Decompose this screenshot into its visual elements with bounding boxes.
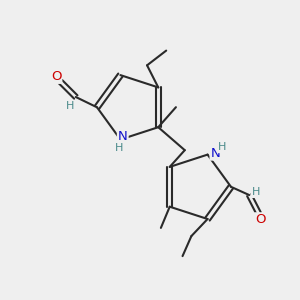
Text: N: N xyxy=(118,130,128,143)
Text: H: H xyxy=(218,142,226,152)
Text: H: H xyxy=(66,101,75,111)
Text: H: H xyxy=(251,187,260,197)
Text: H: H xyxy=(115,143,123,153)
Text: O: O xyxy=(51,70,61,83)
Text: N: N xyxy=(211,147,220,160)
Text: O: O xyxy=(255,213,266,226)
